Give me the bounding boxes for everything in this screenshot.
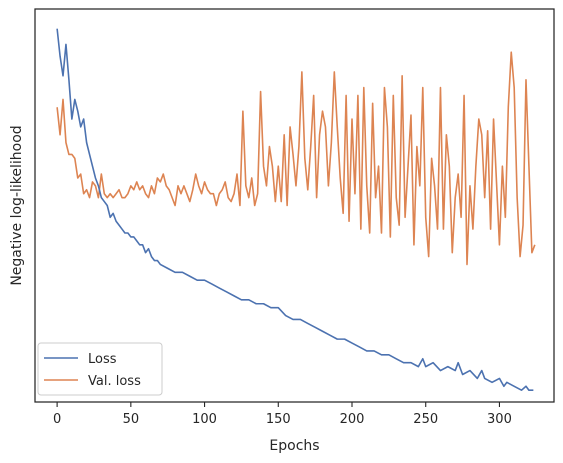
x-tick-label: 50 xyxy=(123,412,140,427)
series-layer xyxy=(56,28,536,392)
x-tick-label: 100 xyxy=(192,412,217,427)
legend: Loss Val. loss xyxy=(37,342,163,396)
series-line-loss xyxy=(56,28,534,392)
legend-box xyxy=(37,342,163,396)
x-axis-label: Epochs xyxy=(269,438,319,454)
x-tick-label: 250 xyxy=(413,412,438,427)
x-ticks: 0 50 100 150 200 250 300 xyxy=(53,402,512,427)
series-line-val-loss xyxy=(56,51,536,266)
x-tick-label: 200 xyxy=(340,412,365,427)
legend-label-val-loss: Val. loss xyxy=(88,374,141,389)
plot-frame xyxy=(34,8,555,403)
y-axis-label: Negative log-likelihood xyxy=(9,125,25,285)
legend-label-loss: Loss xyxy=(88,352,117,367)
x-tick-label: 300 xyxy=(487,412,512,427)
x-tick-label: 150 xyxy=(266,412,291,427)
x-tick-label: 0 xyxy=(53,412,61,427)
